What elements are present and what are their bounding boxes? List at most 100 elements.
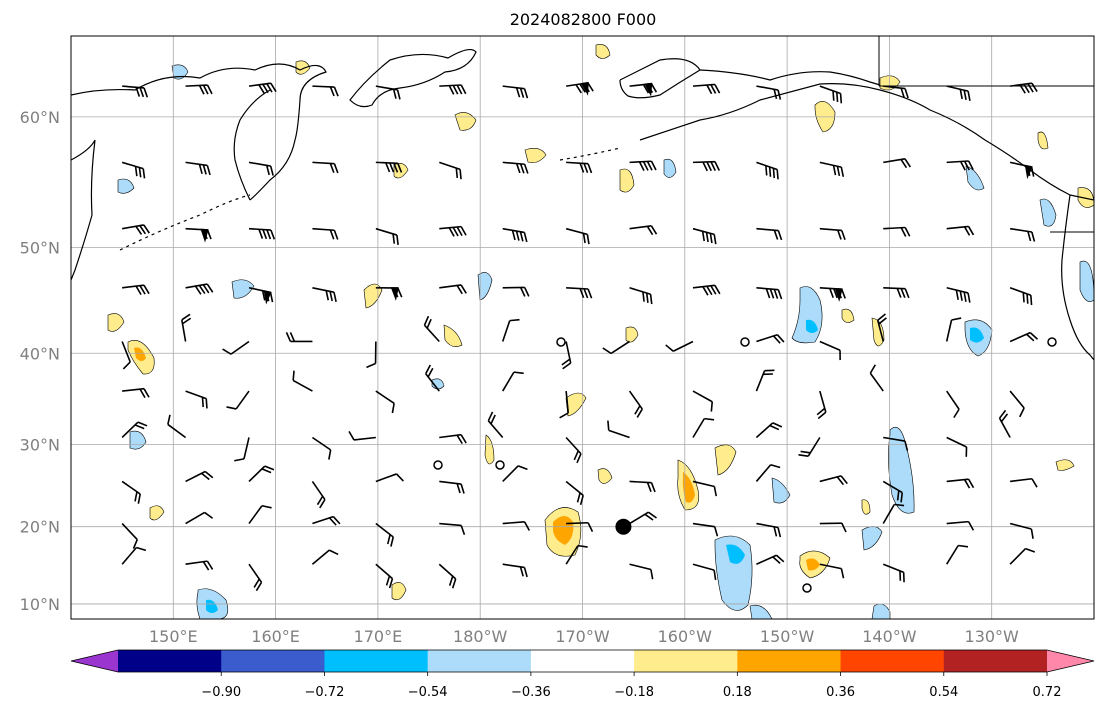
colorbar-segment: [427, 650, 532, 672]
wind-barb: [946, 436, 968, 457]
wind-barb: [1009, 522, 1034, 539]
wind-barb: [629, 287, 653, 305]
wind-barb: [819, 85, 843, 104]
wind-barb: [375, 286, 403, 301]
coastlines: [71, 48, 1094, 361]
wind-barb: [366, 341, 377, 369]
wind-barb: [248, 465, 275, 483]
wind-barb: [487, 411, 504, 439]
wind-barb: [946, 544, 969, 565]
negative-anomaly-area: [970, 327, 984, 343]
wind-barb: [565, 227, 590, 245]
wind-barb: [819, 286, 846, 302]
wind-barb: [502, 161, 529, 174]
wind-barb: [946, 520, 975, 531]
wind-barb: [248, 504, 272, 525]
wind-barb: [692, 563, 717, 581]
negative-anomaly-area: [1039, 198, 1057, 227]
wind-barb: [602, 340, 630, 355]
positive-anomaly-area: [619, 168, 635, 193]
wind-barb: [502, 286, 530, 297]
wind-barb: [121, 480, 141, 504]
wind-barb: [566, 286, 593, 299]
wind-barb: [1009, 227, 1036, 242]
wind-barb: [122, 224, 150, 235]
wind-barb: [665, 340, 694, 352]
wind-barb: [1010, 82, 1038, 94]
wind-barb: [185, 283, 214, 295]
calm-wind-circle: [1047, 337, 1057, 347]
alaska-west-coast: [619, 58, 701, 99]
negative-anomaly-area: [771, 477, 791, 504]
negative-anomaly-area: [663, 158, 677, 178]
wind-barb: [1009, 287, 1033, 306]
longitude-label: 180°W: [453, 627, 508, 646]
latitude-label: 30°N: [20, 435, 60, 454]
calm-wind-circle: [556, 337, 566, 347]
wind-barb: [312, 227, 339, 240]
positive-anomaly-area: [1055, 459, 1075, 471]
wind-barb: [248, 161, 274, 176]
wind-barb: [692, 480, 718, 497]
positive-anomaly-area: [391, 582, 407, 601]
okhotsk-coast: [71, 139, 96, 281]
wind-barb: [248, 286, 274, 305]
wind-barb: [502, 371, 524, 392]
wind-barb: [375, 161, 403, 173]
wind-barb: [559, 390, 570, 419]
wind-barb: [565, 436, 582, 464]
wind-barb: [756, 522, 782, 538]
wind-barb: [883, 85, 909, 99]
wind-barb: [566, 81, 594, 96]
wind-barb: [185, 560, 214, 571]
wind-barb: [565, 480, 584, 506]
wind-barb: [439, 84, 467, 95]
negative-anomaly-area: [749, 605, 773, 619]
wind-barb: [248, 82, 277, 94]
wind-barb: [439, 161, 462, 180]
wind-barb: [439, 522, 466, 535]
colorbar-segment: [634, 650, 738, 672]
aleutian-chain: [559, 147, 621, 161]
wind-barb: [756, 333, 785, 344]
positive-anomaly-area: [597, 468, 613, 484]
wind-barb: [312, 515, 341, 526]
wind-barb: [122, 387, 150, 399]
latitude-label: 10°N: [20, 595, 60, 614]
wind-barb: [816, 390, 827, 420]
wind-barb: [1010, 477, 1038, 488]
colorbar-segment: [324, 650, 429, 672]
positive-anomaly-area: [682, 472, 695, 503]
longitude-label: 170°W: [555, 627, 610, 646]
wind-barb: [946, 478, 975, 489]
positive-anomaly-area: [134, 347, 146, 361]
wind-barb: [122, 284, 150, 296]
positive-anomaly-area: [149, 505, 165, 521]
chukotka-coast: [349, 48, 477, 108]
wind-barb: [946, 85, 971, 101]
figure-title: 2024082800 F000: [510, 10, 657, 29]
wind-barb: [883, 436, 909, 451]
colorbar-segment: [737, 650, 842, 672]
longitude-label: 160°W: [658, 627, 713, 646]
latitude-labels: 60°N 50°N 40°N 30°N 20°N 10°N: [20, 108, 60, 614]
wind-barb: [869, 364, 884, 392]
wind-barb: [755, 369, 775, 392]
latitude-label: 60°N: [20, 108, 60, 127]
positive-anomaly-area: [295, 60, 311, 75]
wind-barb: [248, 563, 263, 592]
wind-barb: [883, 158, 912, 169]
positive-anomaly-area: [714, 444, 737, 476]
wind-barb: [292, 370, 313, 392]
wind-barb: [1009, 390, 1025, 418]
map-panel: 60°N 50°N 40°N 30°N 20°N 10°N 150°E 160°E 170°E…: [20, 35, 1095, 646]
wind-barb: [629, 82, 658, 97]
wind-barb: [439, 284, 467, 295]
positive-anomaly-area: [595, 44, 611, 59]
wind-barb: [501, 318, 520, 342]
positive-anomaly-area: [806, 558, 820, 571]
wind-barb: [502, 521, 531, 531]
wind-barb: [755, 463, 781, 482]
wind-barb: [629, 224, 658, 236]
